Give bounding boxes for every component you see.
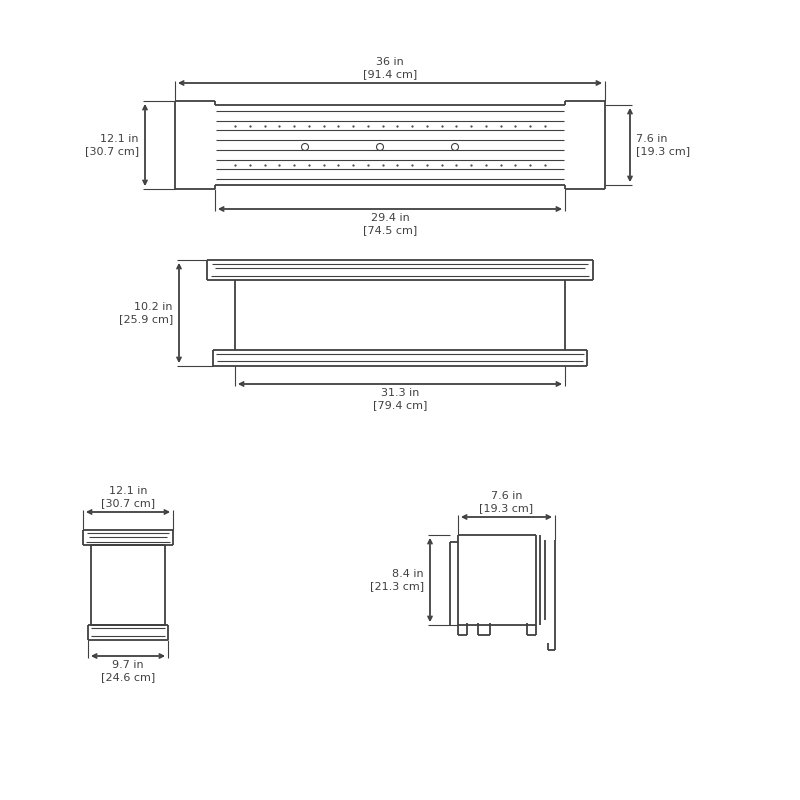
Text: 7.6 in
[19.3 cm]: 7.6 in [19.3 cm] — [479, 491, 534, 513]
Text: 7.6 in
[19.3 cm]: 7.6 in [19.3 cm] — [636, 134, 690, 156]
Text: 9.7 in
[24.6 cm]: 9.7 in [24.6 cm] — [101, 660, 155, 682]
Text: 10.2 in
[25.9 cm]: 10.2 in [25.9 cm] — [118, 302, 173, 324]
Text: 8.4 in
[21.3 cm]: 8.4 in [21.3 cm] — [370, 570, 424, 590]
Text: 12.1 in
[30.7 cm]: 12.1 in [30.7 cm] — [101, 486, 155, 508]
Text: 12.1 in
[30.7 cm]: 12.1 in [30.7 cm] — [85, 134, 139, 156]
Text: 31.3 in
[79.4 cm]: 31.3 in [79.4 cm] — [373, 388, 427, 410]
Text: 29.4 in
[74.5 cm]: 29.4 in [74.5 cm] — [363, 213, 417, 234]
Text: 36 in
[91.4 cm]: 36 in [91.4 cm] — [363, 58, 417, 79]
